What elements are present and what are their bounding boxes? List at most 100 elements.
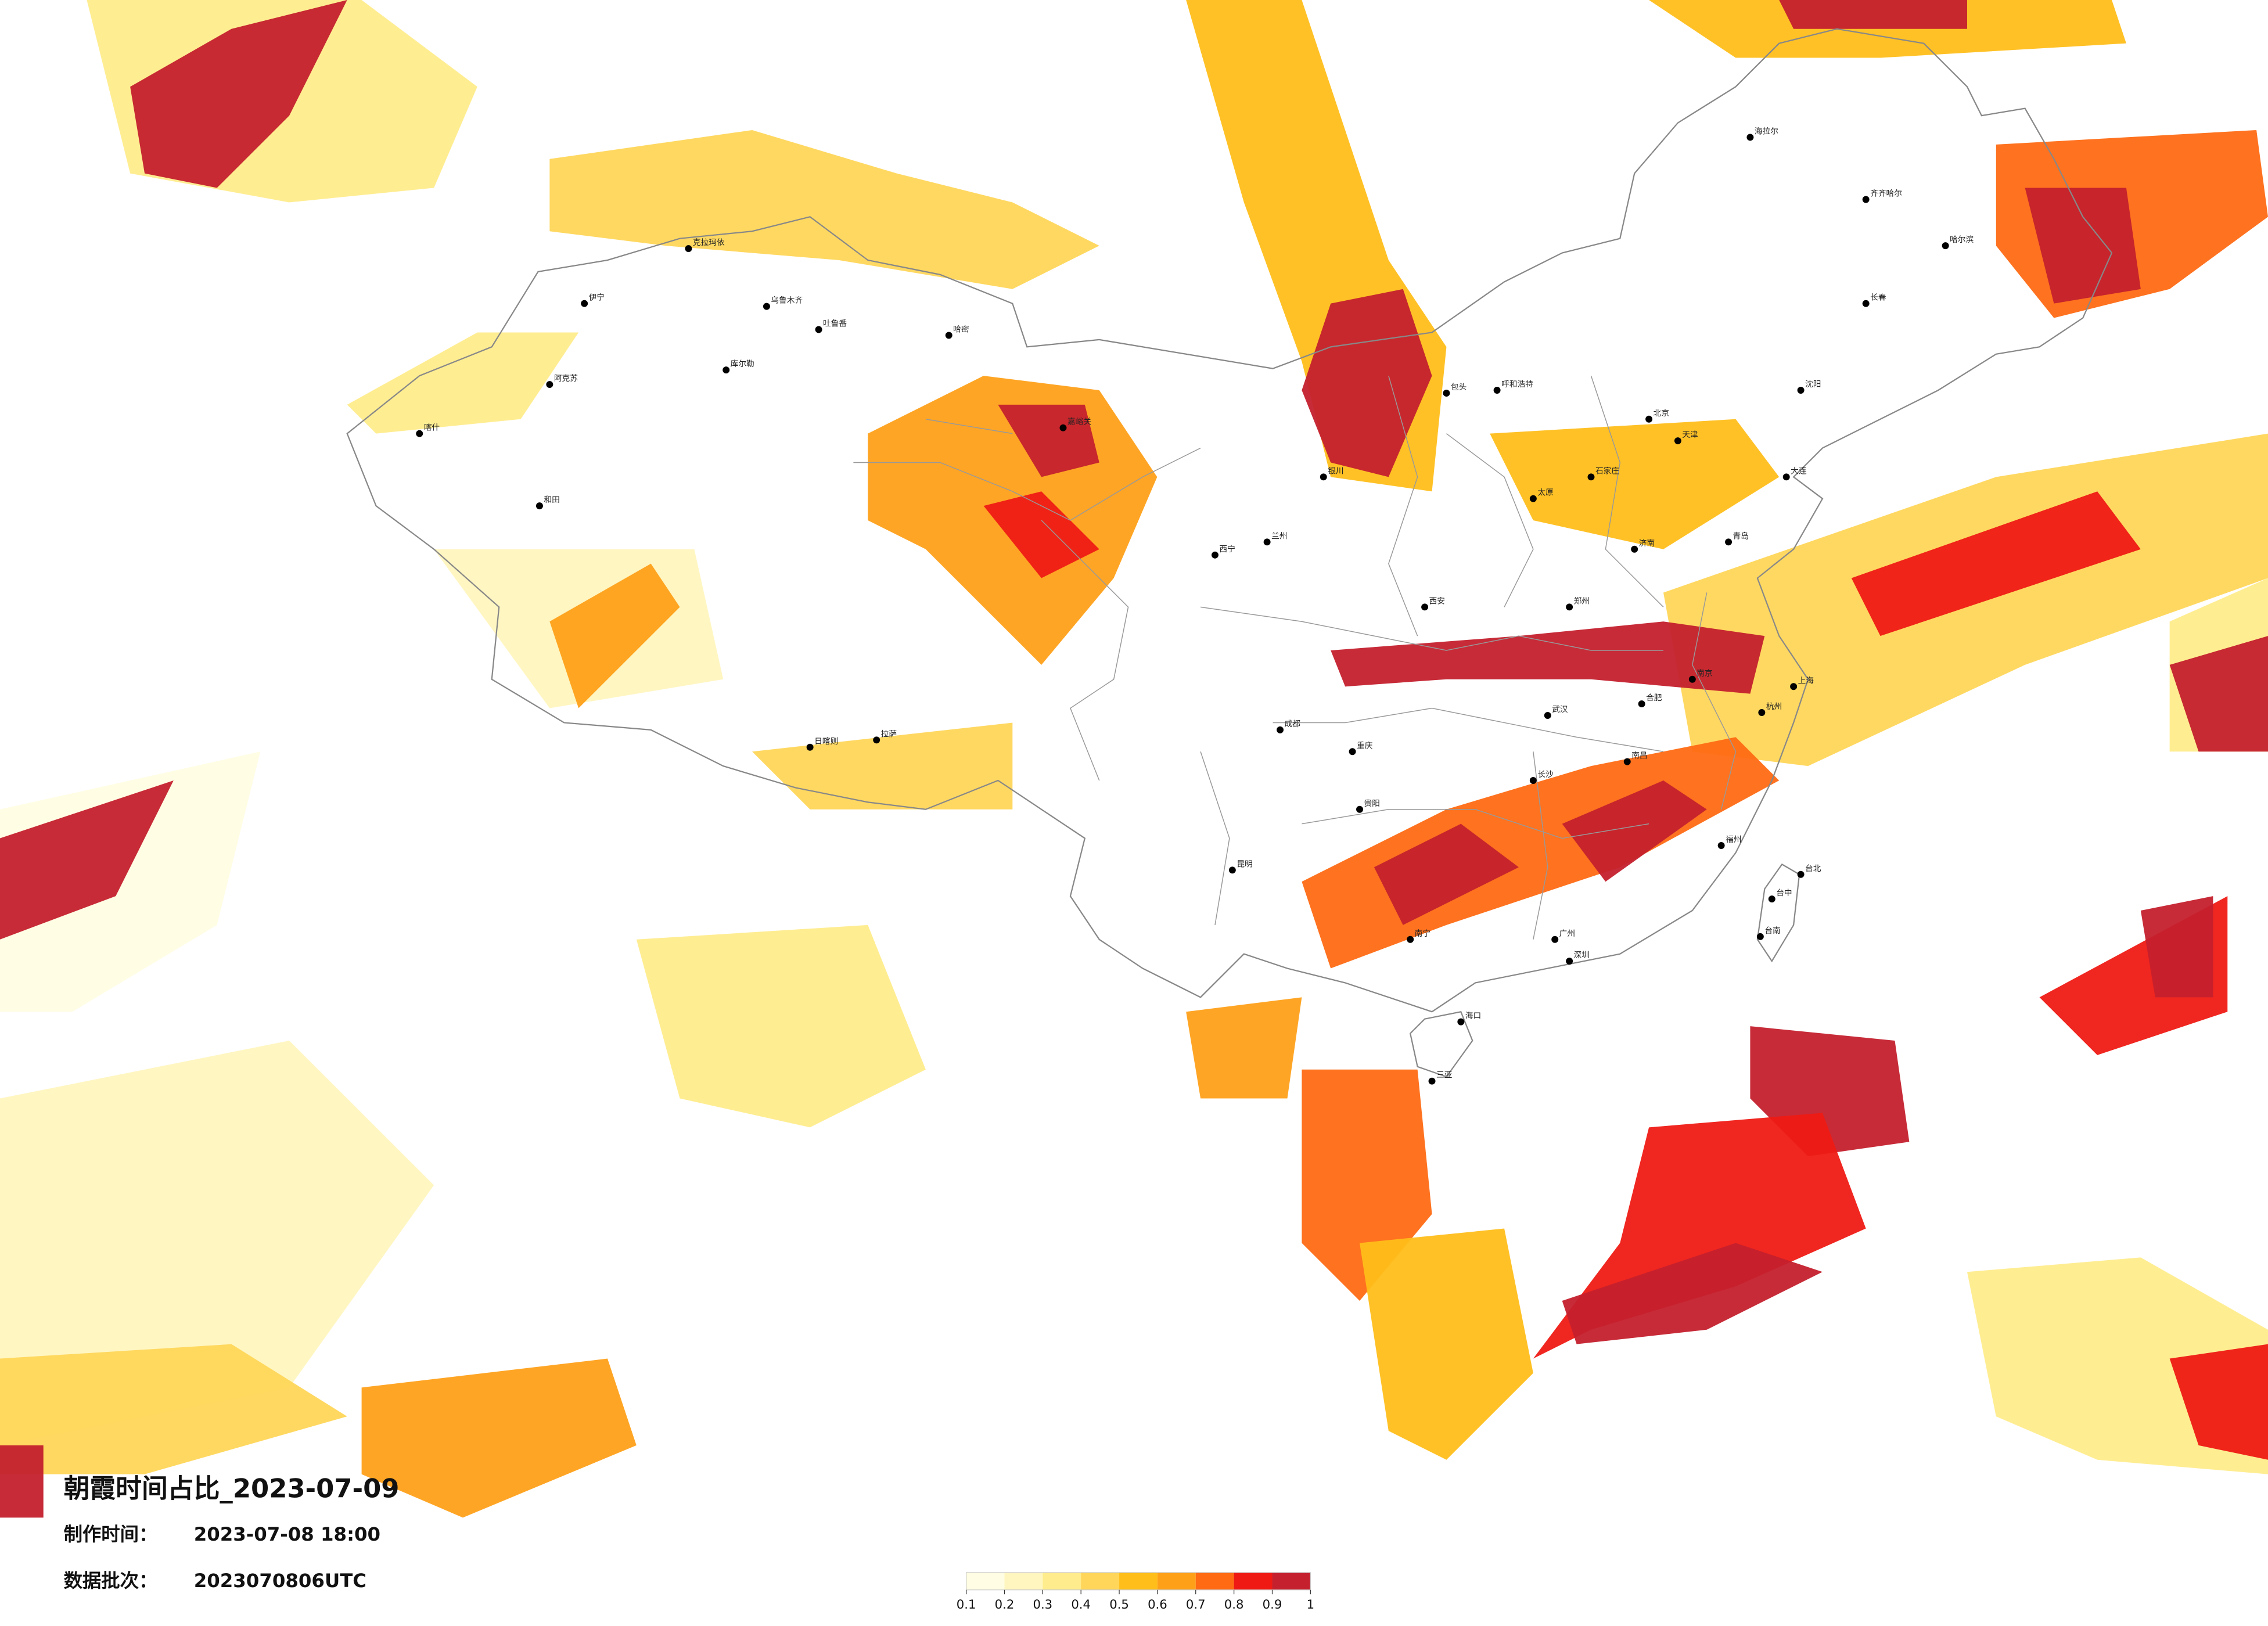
heat-patch	[2169, 1344, 2268, 1460]
city-label: 台中	[1776, 888, 1792, 898]
heat-patch	[1851, 491, 2141, 636]
city-dot	[1797, 870, 1805, 878]
city-dot	[685, 245, 692, 253]
legend-tick-label: 1	[1307, 1597, 1314, 1611]
city-label: 广州	[1559, 929, 1575, 938]
legend-tick-label: 0.3	[1033, 1597, 1052, 1611]
legend-swatch	[1119, 1572, 1158, 1590]
heat-patch	[549, 130, 1099, 289]
city-dot	[1768, 895, 1775, 903]
city-label: 长春	[1870, 293, 1886, 303]
city-dot	[1758, 709, 1766, 716]
city-label: 深圳	[1574, 951, 1590, 960]
legend-swatch	[1043, 1572, 1081, 1590]
city-label: 兰州	[1271, 531, 1287, 541]
city-dot	[1638, 700, 1645, 708]
city-label: 成都	[1285, 720, 1301, 729]
heat-patch	[2140, 896, 2213, 998]
city-label: 嘉峪关	[1067, 418, 1091, 427]
city-dot	[1862, 300, 1870, 307]
city-dot	[815, 326, 822, 333]
legend-tick-label: 0.2	[995, 1597, 1015, 1611]
city-dot	[1688, 675, 1696, 683]
heat-patch	[1360, 1228, 1533, 1460]
city-label: 台南	[1764, 926, 1780, 936]
city-label: 西安	[1429, 596, 1445, 606]
heat-patch	[1186, 997, 1302, 1099]
city-label: 海拉尔	[1755, 127, 1778, 136]
city-dot	[1356, 805, 1363, 813]
city-label: 青岛	[1733, 531, 1749, 541]
heat-patch	[0, 1041, 434, 1445]
city-label: 大连	[1791, 466, 1807, 476]
heat-patch	[752, 722, 1013, 810]
city-label: 库尔勒	[731, 359, 754, 369]
city-dot	[1797, 387, 1805, 394]
city-label: 哈密	[953, 324, 969, 334]
city-dot	[1493, 387, 1501, 394]
city-dot	[1717, 842, 1725, 849]
heat-patch	[1562, 1243, 1823, 1344]
heat-layer	[0, 0, 2268, 1518]
city-dot	[1566, 958, 1573, 965]
city-label: 拉萨	[881, 729, 897, 739]
city-dot	[1587, 473, 1595, 481]
color-legend: 0.1 0.2 0.3 0.4 0.5 0.6 0.7 0.8 0.9 1	[957, 1572, 1314, 1611]
city-label: 台北	[1805, 864, 1821, 873]
city-label: 杭州	[1766, 702, 1782, 711]
city-label: 海口	[1465, 1012, 1481, 1021]
legend-swatch	[1234, 1572, 1273, 1590]
city-label: 南昌	[1631, 751, 1647, 761]
heat-patch	[347, 332, 579, 434]
city-label: 重庆	[1357, 741, 1373, 750]
city-dot	[1443, 390, 1450, 397]
heat-patch	[0, 1344, 347, 1474]
city-label: 福州	[1726, 835, 1741, 844]
city-dot	[1407, 936, 1414, 943]
city-dot	[1862, 196, 1870, 203]
heat-patch	[2169, 636, 2268, 752]
city-label: 南宁	[1415, 929, 1430, 938]
city-label: 银川	[1328, 466, 1343, 476]
made-time: 2023-07-08 18:00	[194, 1523, 380, 1545]
city-label: 太原	[1537, 488, 1553, 498]
city-label: 武汉	[1552, 705, 1568, 714]
city-label: 伊宁	[589, 293, 605, 303]
city-dot	[1349, 748, 1356, 756]
city-dot	[945, 332, 953, 339]
heat-patch	[1374, 823, 1519, 925]
map-title: 朝霞时间占比_2023-07-09	[64, 1473, 400, 1504]
legend-tick-label: 0.9	[1263, 1597, 1282, 1611]
city-dot	[1631, 545, 1638, 553]
city-label: 日喀则	[814, 737, 838, 746]
legend-tick-label: 0.5	[1109, 1597, 1129, 1611]
city-dot	[1782, 473, 1790, 481]
city-dot	[1790, 683, 1798, 690]
city-label: 克拉玛依	[693, 238, 725, 247]
city-dot	[1645, 415, 1653, 423]
city-dot	[1263, 538, 1271, 546]
city-label: 齐齐哈尔	[1870, 189, 1902, 199]
city-dot	[1725, 538, 1733, 546]
city-dot	[873, 736, 880, 744]
heat-patch	[1490, 419, 1780, 549]
legend-tick-label: 0.1	[957, 1597, 976, 1611]
city-dot	[1529, 777, 1537, 784]
city-label: 西宁	[1219, 544, 1235, 554]
city-label: 乌鲁木齐	[771, 296, 803, 305]
city-label: 南京	[1696, 669, 1712, 678]
legend-tick-label: 0.7	[1186, 1597, 1206, 1611]
city-dot	[806, 743, 814, 751]
legend-swatch	[1272, 1572, 1311, 1590]
heat-patch	[0, 780, 174, 940]
city-label: 沈阳	[1805, 380, 1821, 389]
city-label: 长沙	[1537, 770, 1554, 779]
heat-patch	[998, 404, 1099, 477]
province-lines	[853, 375, 1737, 940]
city-dot	[1544, 712, 1551, 719]
heat-patch	[1779, 0, 1967, 29]
heat-patch	[361, 1358, 637, 1518]
city-dot	[1551, 936, 1559, 943]
city-label: 昆明	[1237, 859, 1252, 869]
